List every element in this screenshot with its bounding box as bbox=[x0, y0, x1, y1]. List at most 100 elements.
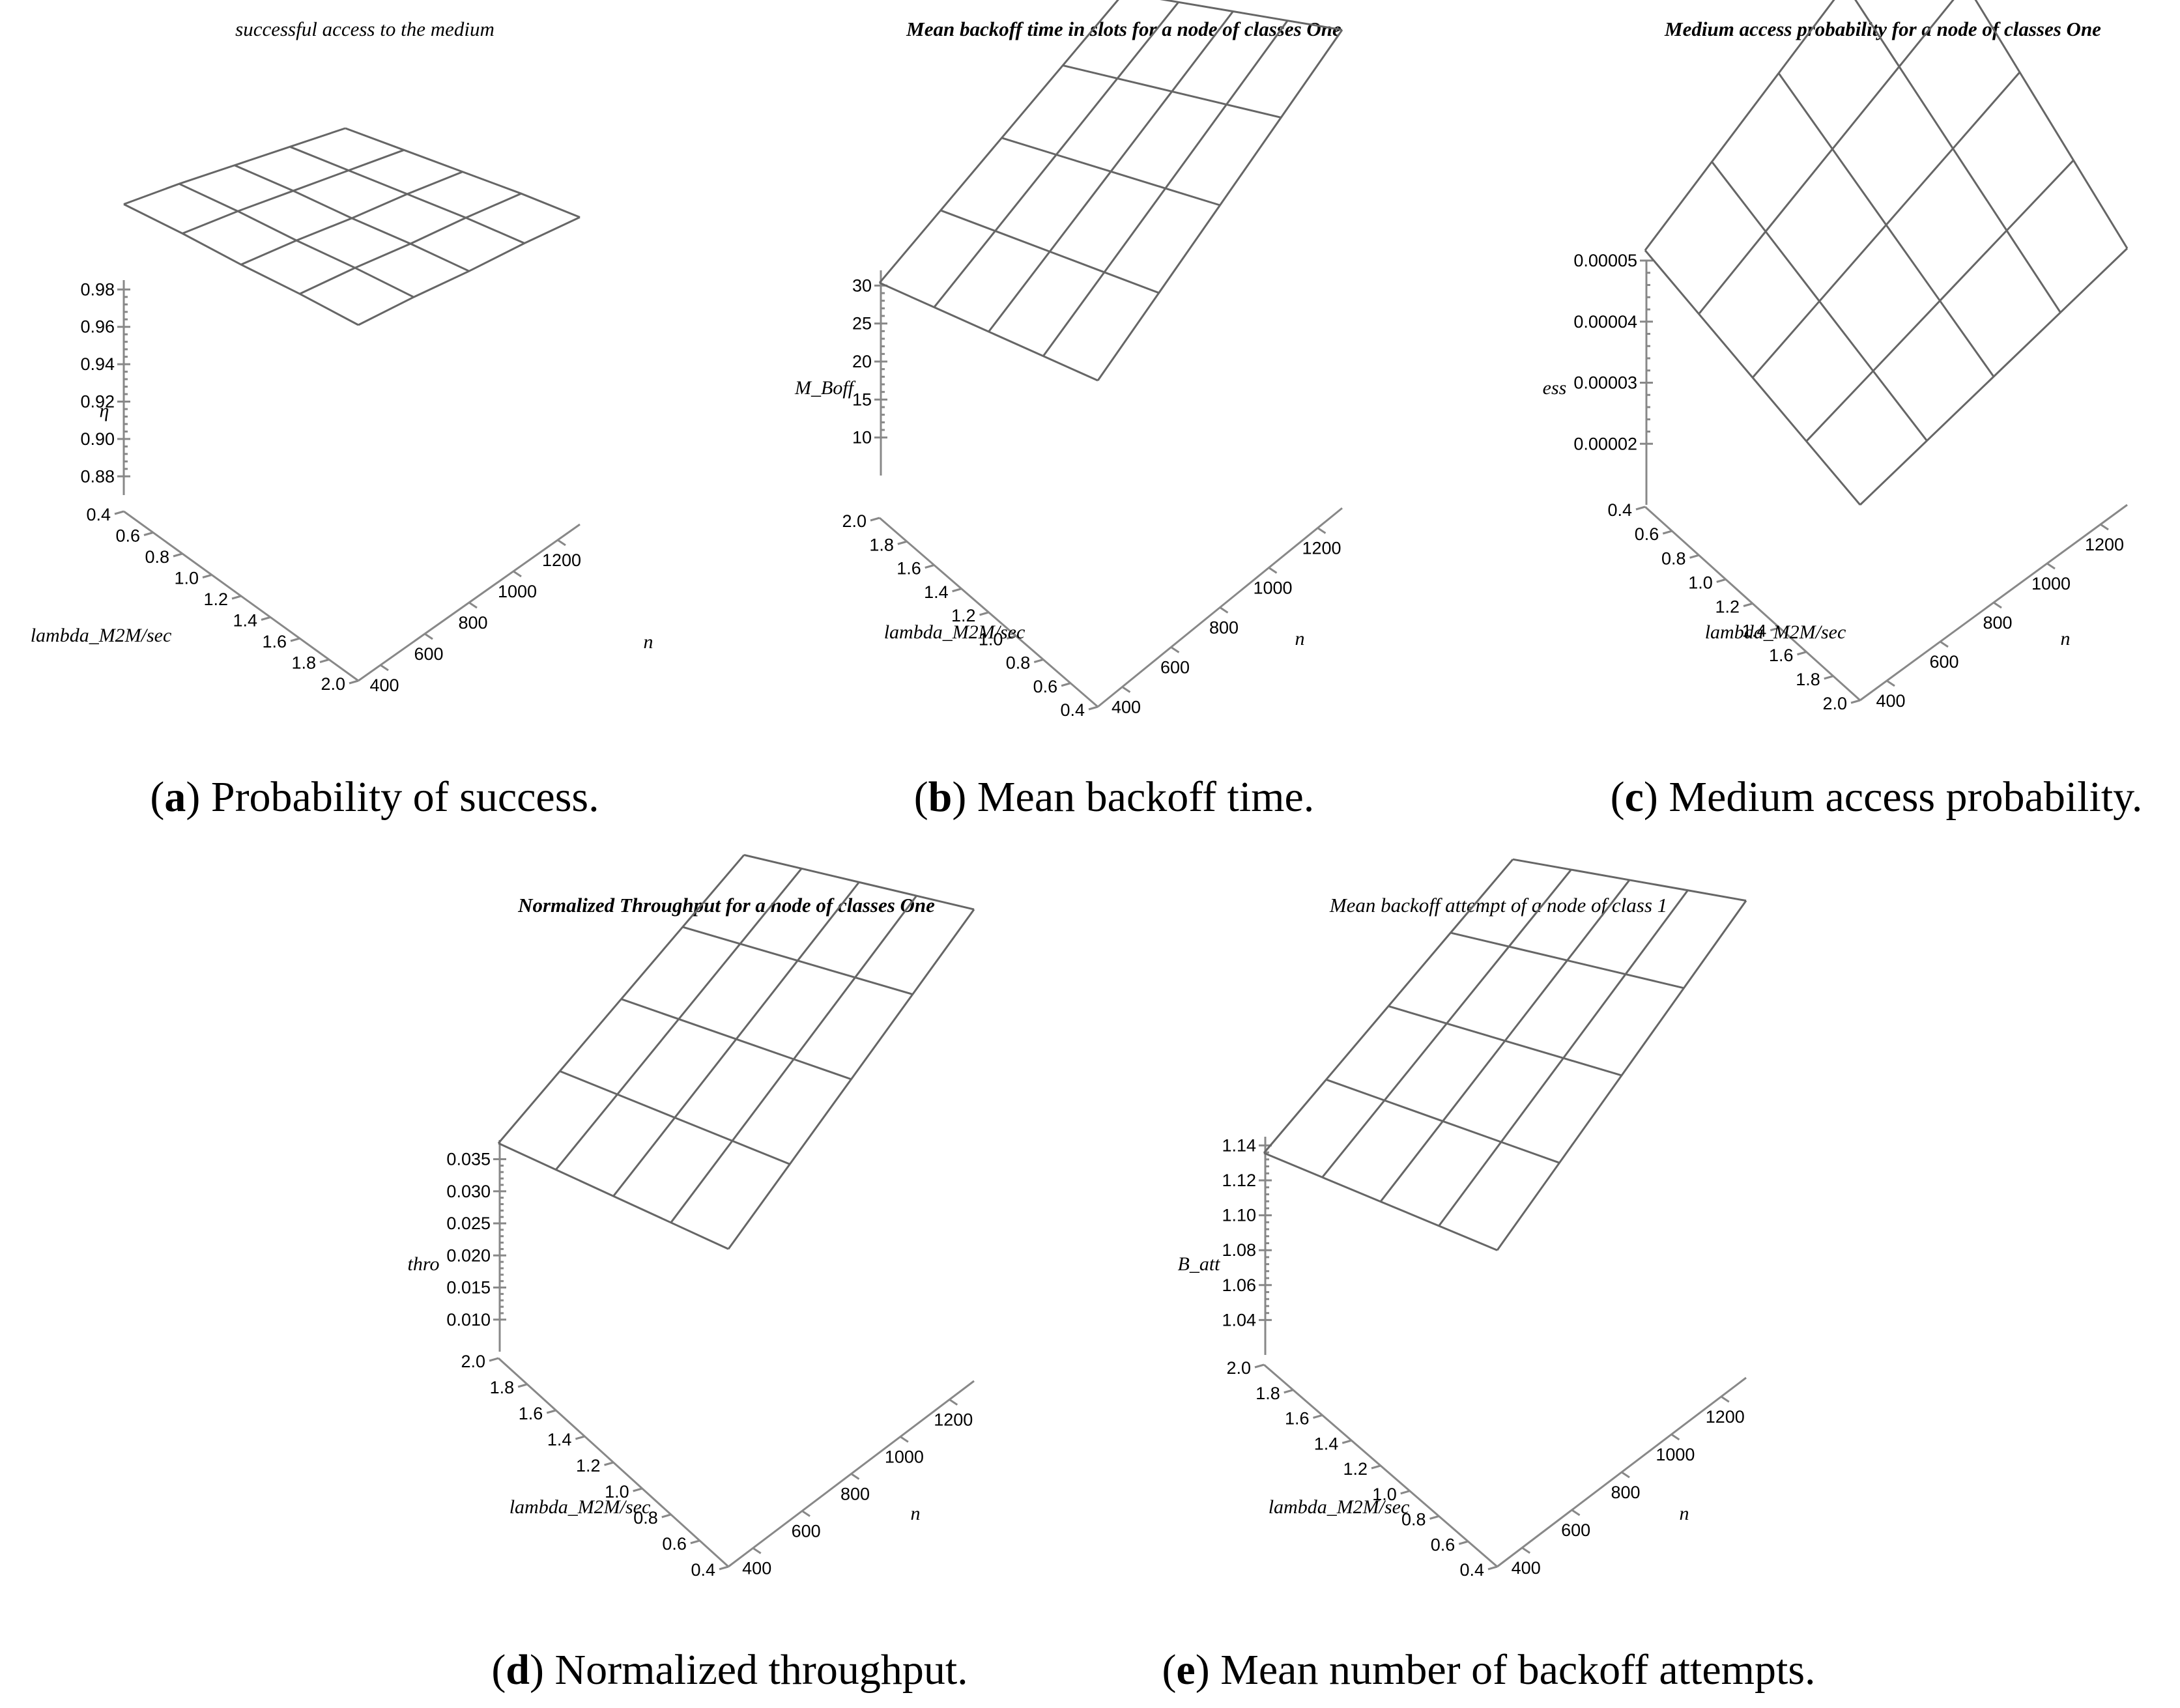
surface-mesh bbox=[878, 0, 1343, 382]
n-tick-label: 600 bbox=[414, 644, 443, 664]
z-tick-label: 0.88 bbox=[80, 466, 115, 486]
lambda-tick-label: 1.6 bbox=[896, 559, 921, 578]
n-tick-label: 1200 bbox=[2085, 535, 2124, 554]
z-tick-label: 0.94 bbox=[80, 354, 115, 374]
lambda-tick-mark bbox=[979, 611, 989, 616]
n-tick-label: 600 bbox=[792, 1522, 821, 1541]
panel-a: successful access to the medium0.40.60.8… bbox=[31, 18, 653, 821]
lambda-tick-mark bbox=[1743, 603, 1753, 607]
lambda-tick-label: 1.8 bbox=[291, 653, 316, 673]
lambda-tick-label: 0.4 bbox=[691, 1560, 715, 1580]
lambda-tick-mark bbox=[633, 1487, 643, 1492]
surface-line-n bbox=[345, 127, 581, 218]
plot-title: Mean backoff time in slots for a node of… bbox=[906, 18, 1341, 40]
z-tick-label: 1.12 bbox=[1222, 1171, 1256, 1190]
z-tick-label: 0.00002 bbox=[1573, 434, 1637, 453]
panel-caption: (c) Medium access probability. bbox=[1611, 773, 2143, 821]
z-axis-label: η bbox=[100, 400, 109, 421]
lambda-tick-mark bbox=[349, 679, 359, 685]
z-tick-label: 0.00005 bbox=[1573, 251, 1637, 270]
caption-text: Probability of success. bbox=[211, 773, 599, 821]
lambda-tick-mark bbox=[1429, 1515, 1439, 1520]
surface-mesh bbox=[1644, 0, 2129, 506]
caption-letter: c bbox=[1625, 773, 1644, 821]
lambda-tick-label: 1.2 bbox=[951, 606, 976, 625]
lambda-axis-label: lambda_M2M/sec bbox=[884, 621, 1025, 643]
lambda-tick-label: 0.8 bbox=[1401, 1510, 1426, 1530]
surface-line-n bbox=[179, 182, 414, 298]
lambda-tick-label: 1.2 bbox=[203, 590, 228, 609]
surface-line-n bbox=[234, 164, 470, 272]
lambda-tick-mark bbox=[1254, 1363, 1265, 1369]
lambda-tick-label: 2.0 bbox=[1226, 1358, 1251, 1378]
n-tick-label: 600 bbox=[1160, 658, 1190, 677]
lambda-axis-label: lambda_M2M/sec bbox=[1269, 1496, 1410, 1518]
z-tick-label: 0.015 bbox=[446, 1278, 491, 1298]
n-tick-mark bbox=[2100, 523, 2109, 531]
lambda-tick-mark bbox=[1662, 530, 1672, 535]
lambda-tick-mark bbox=[489, 1357, 499, 1362]
lambda-tick-label: 0.8 bbox=[1661, 548, 1686, 568]
n-tick-mark bbox=[1571, 1509, 1581, 1516]
n-tick-mark bbox=[801, 1510, 810, 1517]
z-tick-label: 0.96 bbox=[80, 317, 115, 337]
surface-line-n bbox=[289, 145, 525, 244]
lambda-tick-mark bbox=[1341, 1439, 1352, 1444]
lambda-tick-mark bbox=[173, 552, 183, 558]
z-tick-label: 1.08 bbox=[1222, 1240, 1256, 1260]
lambda-tick-mark bbox=[870, 517, 880, 522]
n-tick-label: 1000 bbox=[498, 582, 537, 601]
caption-text: Mean backoff time. bbox=[977, 773, 1314, 821]
n-tick-label: 400 bbox=[369, 676, 399, 695]
surface-line-n bbox=[1388, 1005, 1622, 1077]
lambda-tick-mark bbox=[1033, 659, 1044, 663]
lambda-tick-mark bbox=[1313, 1414, 1323, 1419]
n-tick-mark bbox=[949, 1399, 958, 1406]
z-tick-label: 0.035 bbox=[446, 1150, 491, 1169]
z-axis-label: M_Boff bbox=[794, 377, 856, 399]
lambda-tick-mark bbox=[1487, 1565, 1498, 1571]
panel-caption: (a) Probability of success. bbox=[150, 773, 599, 821]
lambda-tick-label: 1.4 bbox=[547, 1430, 572, 1449]
surface-line-n bbox=[1854, 0, 2061, 313]
lambda-tick-label: 0.4 bbox=[1607, 500, 1632, 520]
surface-line-n bbox=[1160, 0, 1343, 31]
n-tick-label: 600 bbox=[1929, 652, 1958, 672]
surface-line-n bbox=[1777, 72, 1995, 377]
n-axis-label: n bbox=[1295, 628, 1305, 649]
lambda-tick-mark bbox=[952, 588, 962, 593]
lambda-tick-label: 1.0 bbox=[1372, 1485, 1397, 1504]
caption-letter: a bbox=[164, 773, 186, 821]
lambda-tick-label: 2.0 bbox=[321, 674, 345, 694]
lambda-tick-mark bbox=[1850, 699, 1861, 704]
n-tick-mark bbox=[468, 601, 478, 609]
lambda-tick-mark bbox=[575, 1435, 585, 1440]
z-tick-label: 1.14 bbox=[1222, 1135, 1256, 1155]
z-tick-label: 0.030 bbox=[446, 1182, 491, 1201]
n-tick-label: 1200 bbox=[934, 1410, 973, 1430]
z-tick-label: 30 bbox=[852, 276, 872, 295]
lambda-tick-label: 0.6 bbox=[1033, 677, 1058, 696]
lambda-tick-label: 1.6 bbox=[1285, 1409, 1310, 1429]
lambda-tick-mark bbox=[1716, 578, 1727, 583]
n-tick-label: 400 bbox=[1876, 691, 1905, 711]
n-tick-mark bbox=[1521, 1546, 1531, 1554]
n-tick-label: 1000 bbox=[1253, 578, 1292, 598]
lambda-tick-label: 1.0 bbox=[1688, 573, 1713, 592]
surface-mesh bbox=[1263, 858, 1747, 1251]
lambda-tick-mark bbox=[1088, 705, 1098, 711]
n-tick-mark bbox=[380, 664, 389, 672]
lambda-tick-label: 1.0 bbox=[979, 629, 1003, 649]
lambda-tick-mark bbox=[925, 564, 935, 569]
plot-title: Normalized Throughput for a node of clas… bbox=[517, 894, 935, 917]
lambda-tick-label: 1.2 bbox=[1715, 597, 1740, 617]
z-tick-label: 0.92 bbox=[80, 392, 115, 412]
lambda-tick-label: 1.2 bbox=[1343, 1459, 1368, 1479]
surface-line-n bbox=[1644, 249, 1861, 505]
n-tick-mark bbox=[557, 539, 566, 547]
plot-title: Medium access probability for a node of … bbox=[1664, 18, 2101, 40]
n-tick-mark bbox=[900, 1436, 909, 1443]
n-axis-label: n bbox=[2061, 628, 2071, 649]
lambda-tick-label: 1.4 bbox=[233, 611, 257, 631]
lambda-tick-mark bbox=[690, 1539, 700, 1544]
